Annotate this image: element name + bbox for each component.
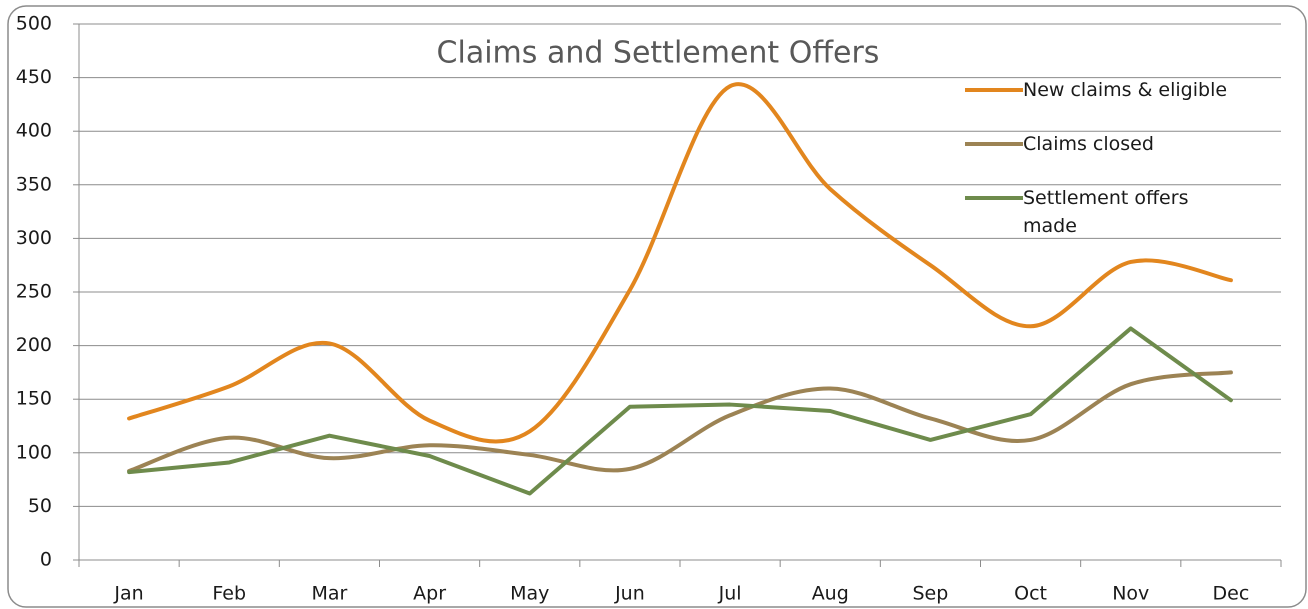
y-tick-label: 200 — [16, 334, 52, 356]
series-line — [127, 326, 1233, 496]
y-tick-label: 350 — [16, 173, 52, 195]
x-tick-label: Aug — [812, 583, 849, 605]
x-tick-label: May — [510, 583, 549, 605]
x-tick-label: Jun — [614, 583, 645, 605]
x-tick-label: Oct — [1014, 583, 1047, 605]
legend-item: Settlement offers made — [1023, 187, 1189, 237]
x-tick-label: Nov — [1112, 583, 1149, 605]
x-tick-label: Sep — [913, 583, 949, 605]
y-tick-label: 100 — [16, 441, 52, 463]
legend-item: New claims & eligible — [1023, 79, 1228, 101]
y-tick-label: 0 — [40, 549, 52, 571]
legend-label: Claims closed — [1023, 133, 1154, 155]
x-tick-label: Apr — [413, 583, 446, 605]
y-tick-label: 50 — [28, 495, 52, 517]
legend-label: New claims & eligible — [1023, 79, 1228, 101]
y-tick-label: 300 — [16, 227, 52, 249]
x-tick-label: Jul — [718, 583, 742, 605]
y-tick-label: 150 — [16, 388, 52, 410]
x-tick-label: Mar — [311, 583, 347, 605]
series-line — [127, 82, 1233, 444]
x-tick-label: Feb — [212, 583, 246, 605]
legend-item: Claims closed — [1023, 133, 1154, 155]
y-tick-label: 450 — [16, 66, 52, 88]
y-tick-label: 250 — [16, 281, 52, 303]
legend-label: Settlement offers made — [1023, 187, 1189, 237]
chart-title: Claims and Settlement Offers — [437, 36, 880, 71]
x-tick-label: Dec — [1213, 583, 1250, 605]
y-tick-label: 400 — [16, 120, 52, 142]
y-tick-label: 500 — [16, 13, 52, 35]
series-line — [127, 370, 1233, 474]
x-tick-label: Jan — [113, 583, 143, 605]
